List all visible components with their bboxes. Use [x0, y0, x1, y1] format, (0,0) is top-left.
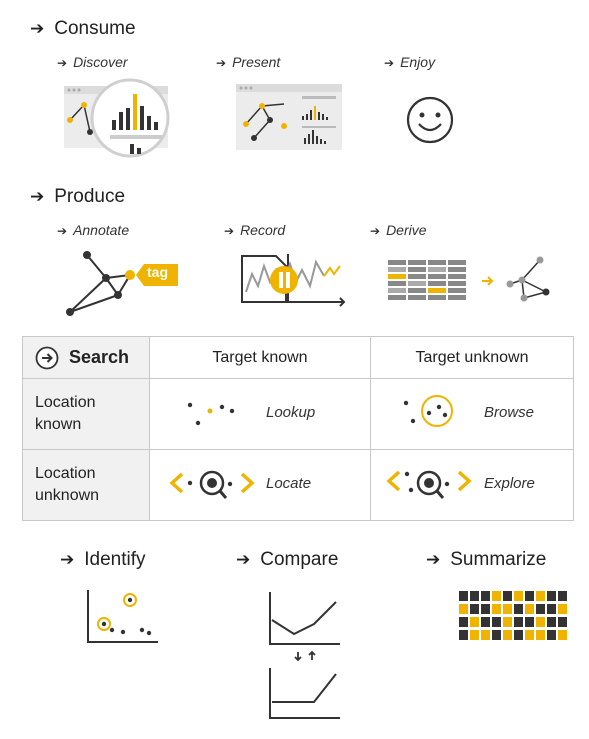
- summarize-icon: [459, 591, 567, 640]
- arrow-right-icon: ➔: [216, 56, 227, 70]
- summary-cell: [492, 617, 501, 627]
- summary-cell: [503, 617, 512, 627]
- summary-cell: [514, 630, 523, 640]
- browse-icon: [403, 395, 453, 427]
- cell-lookup: Lookup: [149, 378, 371, 450]
- consume-title: Consume: [54, 18, 136, 39]
- arrow-right-icon: ➔: [224, 224, 235, 238]
- cell-browse: Browse: [370, 378, 574, 450]
- summary-cell: [492, 604, 501, 614]
- search-title: Search: [69, 347, 130, 367]
- summary-cell: [470, 591, 479, 601]
- summary-cell: [503, 591, 512, 601]
- summary-cell: [503, 604, 512, 614]
- summary-cell: [459, 604, 468, 614]
- summary-cell: [514, 591, 523, 601]
- summary-cell: [536, 604, 545, 614]
- arrow-right-icon: ➔: [30, 19, 45, 38]
- discover-icon: [64, 78, 170, 158]
- produce-heading: ➔ Produce: [30, 186, 125, 208]
- record-icon: [241, 254, 346, 307]
- summary-cell: [459, 617, 468, 627]
- identify-heading: ➔ Identify: [60, 549, 146, 571]
- summary-cell: [558, 591, 567, 601]
- summarize-title: Summarize: [450, 549, 547, 570]
- present-label: ➔ Present: [216, 54, 281, 70]
- derive-icon: [388, 256, 550, 302]
- summary-cell: [547, 604, 556, 614]
- identify-icon: [87, 590, 158, 643]
- summary-cell: [470, 630, 479, 640]
- discover-label: ➔ Discover: [57, 54, 128, 70]
- search-table: Search Target known Target unknown Locat…: [22, 336, 574, 521]
- locate-label: Locate: [266, 475, 312, 492]
- cell-explore: Explore: [370, 449, 574, 521]
- arrow-right-icon: ➔: [384, 56, 395, 70]
- summary-cell: [536, 591, 545, 601]
- identify-title: Identify: [84, 549, 146, 570]
- annotate-icon: [66, 251, 178, 316]
- summary-cell: [481, 591, 490, 601]
- summary-cell: [503, 630, 512, 640]
- summary-cell: [558, 630, 567, 640]
- arrow-right-icon: ➔: [30, 187, 45, 206]
- compare-title: Compare: [260, 549, 339, 570]
- summary-cell: [481, 617, 490, 627]
- col-header-target-known: Target known: [149, 336, 371, 379]
- summary-cell: [470, 604, 479, 614]
- arrow-right-icon: ➔: [57, 224, 68, 238]
- summary-cell: [481, 630, 490, 640]
- lookup-label: Lookup: [266, 404, 316, 421]
- browse-label: Browse: [484, 404, 535, 421]
- locate-icon: [169, 470, 255, 499]
- enjoy-label: ➔ Enjoy: [384, 54, 436, 70]
- present-icon: [236, 84, 342, 150]
- col-header-target-unknown: Target unknown: [370, 336, 574, 379]
- summary-cell: [470, 617, 479, 627]
- row-header-location-unknown: Location unknown: [22, 449, 150, 521]
- summary-cell: [492, 591, 501, 601]
- row-header-location-known: Location known: [22, 378, 150, 450]
- summary-cell: [536, 630, 545, 640]
- summarize-heading: ➔ Summarize: [426, 549, 546, 571]
- compare-heading: ➔ Compare: [236, 549, 338, 571]
- search-header-cell: Search: [22, 336, 150, 379]
- summary-cell: [525, 630, 534, 640]
- summary-cell: [514, 617, 523, 627]
- produce-title: Produce: [54, 186, 126, 207]
- summary-cell: [547, 617, 556, 627]
- summary-cell: [525, 591, 534, 601]
- cell-locate: Locate: [149, 449, 371, 521]
- compare-icon: [269, 592, 340, 719]
- arrow-right-icon: ➔: [60, 550, 75, 569]
- annotate-label: ➔ Annotate: [57, 222, 130, 238]
- arrow-right-icon: ➔: [57, 56, 68, 70]
- summary-cell: [558, 617, 567, 627]
- record-label: ➔ Record: [224, 222, 286, 238]
- summary-cell: [459, 591, 468, 601]
- tag-label: tag: [147, 264, 168, 280]
- summary-cell: [525, 617, 534, 627]
- summary-cell: [459, 630, 468, 640]
- explore-label: Explore: [484, 475, 535, 492]
- consume-heading: ➔ Consume: [30, 18, 136, 40]
- explore-icon: [386, 470, 472, 499]
- summary-cell: [525, 604, 534, 614]
- summary-cell: [547, 630, 556, 640]
- arrow-circle-icon: [35, 346, 59, 369]
- summary-cell: [536, 617, 545, 627]
- summary-cell: [558, 604, 567, 614]
- summary-cell: [514, 604, 523, 614]
- arrow-right-icon: ➔: [426, 550, 441, 569]
- arrow-right-icon: ➔: [236, 550, 251, 569]
- lookup-icon: [187, 402, 235, 426]
- summary-cell: [492, 630, 501, 640]
- smiley-icon: [406, 96, 454, 144]
- summary-cell: [547, 591, 556, 601]
- derive-label: ➔ Derive: [370, 222, 427, 238]
- arrow-right-icon: ➔: [370, 224, 381, 238]
- summary-cell: [481, 604, 490, 614]
